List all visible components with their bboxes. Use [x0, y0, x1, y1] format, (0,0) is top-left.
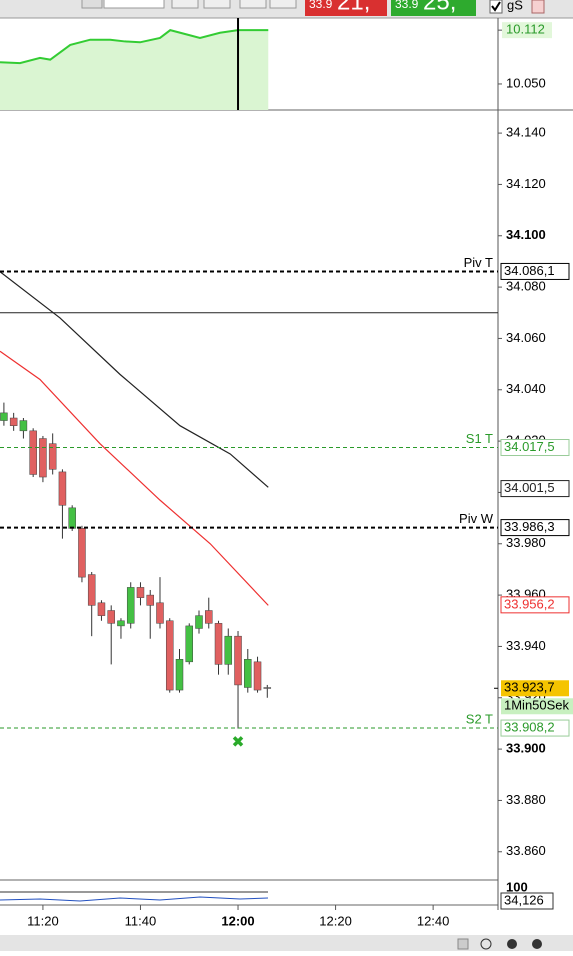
- y-tick-label: 33.980: [506, 535, 546, 550]
- zoom-icon[interactable]: [480, 938, 492, 950]
- y-tick-label: 10.112: [506, 22, 545, 37]
- ask-prefix: 33.9: [395, 0, 419, 11]
- y-tick-label: 10.050: [506, 75, 546, 90]
- lower-tag: [500, 892, 554, 910]
- candle-body: [97, 602, 106, 616]
- bid-button[interactable]: [305, 0, 387, 16]
- x-tick-label: 12:20: [319, 913, 352, 928]
- x-tick-label: 12:40: [417, 913, 450, 928]
- candle-body: [263, 687, 272, 689]
- y-tick-label: 33.900: [506, 741, 546, 756]
- candle-body: [253, 661, 262, 691]
- y-tick-label: 34.120: [506, 176, 546, 191]
- toolbar-icon[interactable]: [171, 0, 199, 9]
- candle-body: [244, 659, 252, 688]
- level-name: S2 T: [466, 711, 493, 726]
- candle-body: [205, 610, 213, 624]
- candle-body: [29, 430, 37, 475]
- marker: [232, 736, 244, 747]
- candle-body: [126, 587, 135, 624]
- level-tag: [500, 719, 570, 737]
- level-tag-label: 33.908,2: [504, 719, 555, 734]
- candle-body: [19, 420, 28, 432]
- moving-average: [0, 271, 269, 488]
- candle-body: [156, 602, 164, 624]
- level-name: Piv W: [459, 511, 494, 526]
- level-tag-label: 34.086,1: [504, 263, 555, 278]
- level-tag: [500, 519, 570, 537]
- candle-body: [87, 574, 96, 606]
- bid-prefix: 33.9: [309, 0, 333, 11]
- level-tag: [500, 439, 570, 457]
- level-tag: [500, 262, 570, 280]
- y-tick-label: 33.880: [506, 792, 546, 807]
- candle-body: [175, 659, 184, 691]
- y-tick-label: 34.100: [506, 227, 546, 242]
- level-tag-label: 33.986,3: [504, 519, 555, 534]
- toolbar-icon[interactable]: [239, 0, 267, 9]
- y-tick-label: 34.060: [506, 330, 546, 345]
- candle-body: [224, 635, 233, 665]
- x-tick-label: 11:20: [27, 913, 59, 928]
- candle-body: [107, 610, 115, 624]
- candle-body: [185, 625, 193, 663]
- toolbar-icon[interactable]: [203, 0, 231, 9]
- lower-tick-label: 100: [506, 879, 528, 894]
- ma-tag: [500, 480, 570, 498]
- indicator-line: [0, 29, 269, 65]
- interval-label: 1Min50Sek: [504, 698, 570, 713]
- y-tick-label: 33.860: [506, 843, 546, 858]
- ask-digits: 25,: [423, 0, 456, 15]
- candle-body: [214, 623, 223, 665]
- candle-body: [48, 443, 57, 470]
- price-tag: [501, 680, 569, 697]
- candle-body: [117, 620, 125, 627]
- candle-body: [68, 507, 76, 529]
- scroll-button[interactable]: [457, 938, 469, 950]
- level-name: Piv T: [464, 255, 493, 270]
- lower-indicator: [0, 896, 269, 902]
- price-tag-label: 33.923,7: [504, 680, 555, 695]
- y-tick-label: 34.080: [506, 279, 546, 294]
- y-tag: [502, 22, 552, 39]
- zoom-out-icon[interactable]: [507, 939, 517, 949]
- candle-body: [78, 528, 86, 578]
- y-tick-label: 34.040: [506, 381, 546, 396]
- x-tick-label: 12:00: [221, 913, 254, 928]
- toolbar-icon[interactable]: [269, 0, 297, 9]
- candle-body: [195, 615, 203, 629]
- toolbar-input[interactable]: [103, 0, 165, 9]
- level-name: S1 T: [466, 431, 493, 446]
- ma-tag: [500, 596, 570, 614]
- zoom-in-icon[interactable]: [532, 939, 542, 949]
- statusbar: [0, 935, 573, 951]
- toolbar-icon[interactable]: [531, 0, 545, 14]
- x-tick-label: 11:40: [125, 913, 157, 928]
- candle-body: [146, 594, 154, 606]
- ask-button[interactable]: [391, 0, 476, 16]
- candle-body: [58, 471, 67, 506]
- candle-body: [0, 412, 8, 421]
- candle-body: [165, 620, 174, 691]
- candle-body: [234, 635, 242, 686]
- candle-body: [136, 587, 145, 598]
- bid-digits: 21,: [337, 0, 370, 15]
- candle-body: [9, 417, 18, 426]
- indicator-area: [0, 30, 269, 111]
- y-tick-label: 33.940: [506, 638, 546, 653]
- ma-tag-label: 33.956,2: [504, 596, 555, 611]
- y-tick-label: 34.140: [506, 125, 546, 140]
- checkmark: [491, 1, 501, 12]
- interval-tag: [501, 698, 573, 715]
- lower-tag-label: 34,126: [504, 892, 544, 907]
- level-tag-label: 34.017,5: [504, 439, 555, 454]
- checkbox-label: gS: [507, 0, 523, 12]
- candle-body: [39, 438, 47, 478]
- toolbar-icon[interactable]: [81, 0, 103, 9]
- ma-tag-label: 34.001,5: [504, 480, 555, 495]
- moving-average: [0, 350, 269, 606]
